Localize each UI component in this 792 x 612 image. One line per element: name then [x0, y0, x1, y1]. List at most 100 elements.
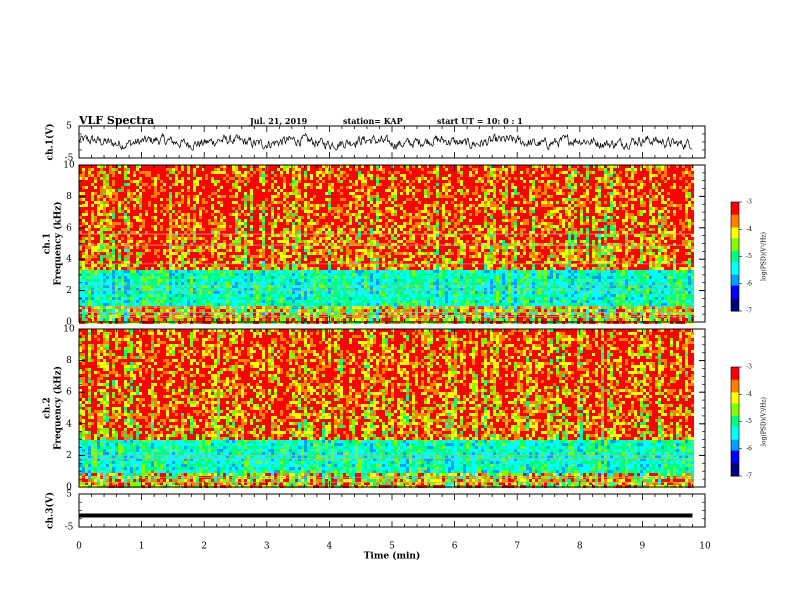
spectrogram-cell	[628, 189, 631, 192]
spectrogram-cell	[91, 171, 94, 174]
spectrogram-cell	[562, 198, 565, 201]
spectrogram-cell	[94, 174, 97, 177]
spectrogram-cell	[256, 207, 259, 210]
spectrogram-cell	[448, 216, 451, 219]
spectrogram-cell	[526, 207, 529, 210]
spectrogram-cell	[679, 192, 682, 195]
spectrogram-cell	[595, 216, 598, 219]
spectrogram-cell	[370, 183, 373, 186]
spectrogram-cell	[370, 192, 373, 195]
spectrogram-cell	[412, 168, 415, 171]
spectrogram-cell	[151, 231, 154, 234]
spectrogram-cell	[559, 225, 562, 228]
spectrogram-cell	[253, 177, 256, 180]
spectrogram-cell	[406, 192, 409, 195]
spectrogram-cell	[217, 171, 220, 174]
spectrogram-cell	[244, 192, 247, 195]
spectrogram-cell	[319, 183, 322, 186]
spectrogram-cell	[106, 207, 109, 210]
spectrogram-cell	[280, 192, 283, 195]
spectrogram-cell	[142, 216, 145, 219]
spectrogram-cell	[127, 168, 130, 171]
spectrogram-cell	[214, 186, 217, 189]
spectrogram-cell	[649, 165, 652, 168]
spectrogram-cell	[307, 192, 310, 195]
spectrogram-cell	[529, 198, 532, 201]
spectrogram-cell	[568, 165, 571, 168]
spectrogram-cell	[442, 213, 445, 216]
spectrogram-cell	[199, 210, 202, 213]
spectrogram-cell	[664, 177, 667, 180]
spectrogram-cell	[322, 180, 325, 183]
spectrogram-cell	[352, 177, 355, 180]
spectrogram-cell	[253, 186, 256, 189]
spectrogram-cell	[589, 192, 592, 195]
spectrogram-cell	[586, 204, 589, 207]
spectrogram-cell	[649, 189, 652, 192]
spectrogram-cell	[670, 207, 673, 210]
spectrogram-cell	[196, 216, 199, 219]
spectrogram-cell	[373, 171, 376, 174]
spectrogram-cell	[133, 198, 136, 201]
spectrogram-cell	[481, 189, 484, 192]
spectrogram-cell	[247, 234, 250, 237]
spectrogram-cell	[316, 195, 319, 198]
spectrogram-cell	[427, 198, 430, 201]
spectrogram-cell	[109, 183, 112, 186]
spectrogram-cell	[604, 171, 607, 174]
spectrogram-cell	[427, 225, 430, 228]
spectrogram-cell	[166, 222, 169, 225]
spectrogram-cell	[310, 183, 313, 186]
spectrogram-cell	[340, 225, 343, 228]
spectrogram-cell	[550, 207, 553, 210]
spectrogram-cell	[142, 231, 145, 234]
spectrogram-cell	[337, 168, 340, 171]
spectrogram-cell	[241, 207, 244, 210]
spectrogram-cell	[172, 174, 175, 177]
spectrogram-cell	[301, 210, 304, 213]
spectrogram-cell	[226, 183, 229, 186]
spectrogram-cell	[409, 186, 412, 189]
spectrogram-cell	[241, 231, 244, 234]
spectrogram-cell	[661, 201, 664, 204]
spectrogram-cell	[166, 201, 169, 204]
spectrogram-cell	[595, 222, 598, 225]
spectrogram-cell	[82, 228, 85, 231]
spectrogram-cell	[307, 222, 310, 225]
spectrogram-cell	[382, 192, 385, 195]
spectrogram-cell	[661, 210, 664, 213]
spectrogram-cell	[334, 231, 337, 234]
spectrogram-cell	[550, 225, 553, 228]
spectrogram-cell	[277, 204, 280, 207]
spectrogram-cell	[97, 165, 100, 168]
spectrogram-cell	[415, 201, 418, 204]
spectrogram-cell	[370, 210, 373, 213]
spectrogram-cell	[232, 219, 235, 222]
spectrogram-cell	[346, 171, 349, 174]
spectrogram-cell	[274, 207, 277, 210]
spectrogram-cell	[85, 228, 88, 231]
spectrogram-cell	[571, 204, 574, 207]
spectrogram-cell	[640, 195, 643, 198]
spectrogram-cell	[127, 171, 130, 174]
spectrogram-cell	[496, 234, 499, 237]
spectrogram-cell	[205, 204, 208, 207]
spectrogram-cell	[178, 174, 181, 177]
spectrogram-cell	[568, 207, 571, 210]
spectrogram-cell	[514, 192, 517, 195]
spectrogram-cell	[130, 213, 133, 216]
spectrogram-cell	[241, 189, 244, 192]
spectrogram-cell	[568, 201, 571, 204]
spectrogram-cell	[508, 234, 511, 237]
spectrogram-cell	[130, 225, 133, 228]
spectrogram-cell	[166, 180, 169, 183]
spectrogram-cell	[157, 174, 160, 177]
spectrogram-cell	[280, 228, 283, 231]
spectrogram-cell	[682, 198, 685, 201]
spectrogram-cell	[484, 171, 487, 174]
spectrogram-cell	[664, 174, 667, 177]
spectrogram-cell	[262, 180, 265, 183]
spectrogram-cell	[664, 201, 667, 204]
spectrogram-cell	[103, 177, 106, 180]
spectrogram-cell	[547, 177, 550, 180]
